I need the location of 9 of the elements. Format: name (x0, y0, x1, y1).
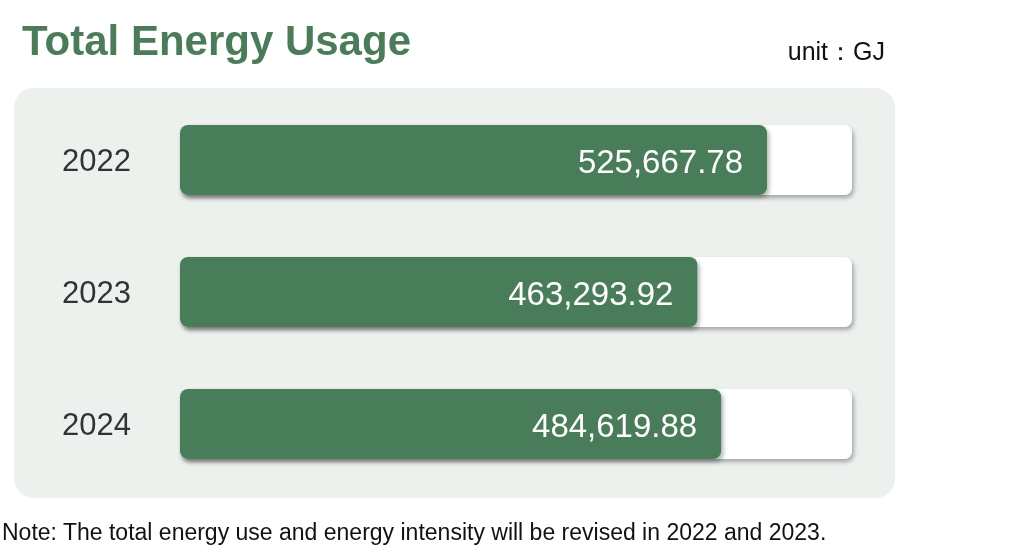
data-label: 484,619.88 (532, 407, 698, 444)
data-label: 525,667.78 (577, 143, 744, 180)
y-tick-label: 2023 (62, 275, 131, 310)
text: unit：GJ (787, 37, 885, 65)
y-tick-label: 2024 (62, 407, 131, 442)
chart-title: Total Energy Usage (22, 17, 411, 64)
text: Note: The total energy use and energy intensity will be revised in 2022 and 2023. (2, 519, 827, 545)
y-tick-label: 2022 (62, 143, 131, 178)
data-label: 463,293.92 (508, 275, 674, 312)
